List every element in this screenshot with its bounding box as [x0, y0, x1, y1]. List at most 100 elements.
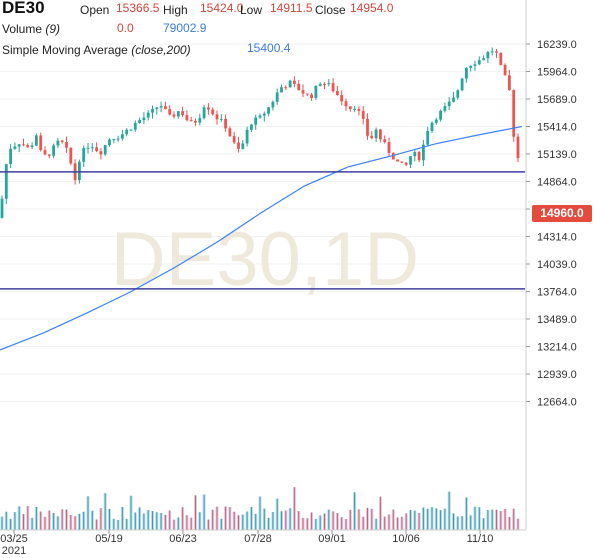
- sma-line: [0, 125, 523, 351]
- candle-body: [172, 114, 176, 117]
- candle-body: [434, 119, 438, 123]
- volume-tick: [444, 508, 446, 530]
- candle-body: [477, 60, 481, 65]
- volume-tick: [169, 510, 171, 530]
- time-axis[interactable]: 03/25 05/19 06/23 07/28 09/01 10/06 11/10 2021: [0, 530, 493, 557]
- open-label: Open: [80, 3, 110, 17]
- candle-body: [452, 97, 455, 102]
- volume-tick: [324, 513, 325, 530]
- candle-body: [323, 84, 326, 86]
- candle-body: [495, 51, 498, 53]
- candle-body: [116, 138, 120, 140]
- candle-body: [215, 114, 219, 120]
- volume-tick: [263, 508, 265, 530]
- volume-tick: [220, 518, 222, 530]
- candle-body: [185, 115, 189, 121]
- x-tick-label: 10/06: [392, 533, 420, 545]
- volume-tick: [173, 519, 175, 530]
- volume-tick: [474, 506, 476, 530]
- candle-body: [275, 92, 279, 102]
- candle-body: [30, 145, 34, 148]
- candle-body: [241, 143, 245, 149]
- volume-tick: [491, 509, 493, 530]
- close-label: Close: [315, 3, 346, 17]
- high-value: 15424.0: [200, 1, 244, 15]
- candle-body: [387, 142, 391, 153]
- volume-tick: [250, 507, 252, 530]
- open-value: 15366.5: [116, 1, 160, 15]
- candle-body: [69, 147, 73, 164]
- candle-body: [103, 145, 107, 155]
- last-price-tag: 14960.0: [532, 205, 592, 222]
- volume-value-1: 0.0: [117, 21, 134, 35]
- low-label: Low: [240, 3, 263, 17]
- volume-tick: [397, 517, 399, 530]
- candle-body: [181, 111, 184, 116]
- volume-tick: [367, 507, 368, 530]
- volume-tick: [392, 509, 394, 530]
- volume-tick: [164, 514, 166, 530]
- candle-body: [516, 136, 520, 159]
- candle-body: [456, 90, 460, 98]
- price-axis[interactable]: 16239.0 15964.0 15689.0 15414.0 15139.0 14864…: [526, 39, 577, 409]
- candle-body: [413, 151, 417, 157]
- candle-body: [194, 120, 197, 123]
- volume-tick: [405, 513, 407, 530]
- candle-body: [176, 111, 180, 117]
- volume-tick: [306, 518, 308, 530]
- candle-body: [344, 101, 348, 107]
- candle-body: [301, 90, 305, 94]
- volume-tick: [478, 507, 480, 530]
- volume-tick: [160, 512, 162, 530]
- candle-body: [280, 87, 283, 93]
- candle-body: [189, 120, 193, 122]
- candle-body: [370, 135, 374, 139]
- volume-tick: [143, 513, 145, 530]
- candle-body: [26, 145, 30, 148]
- volume-tick: [27, 506, 29, 530]
- watermark: DE30,1D: [111, 217, 419, 302]
- candle-body: [4, 164, 8, 199]
- volume-tick: [371, 508, 373, 530]
- volume-tick: [302, 517, 304, 530]
- volume-tick: [104, 493, 106, 530]
- volume-tick: [418, 512, 420, 530]
- candle-body: [125, 129, 129, 135]
- candle-body: [297, 83, 301, 91]
- volume-tick: [5, 511, 7, 530]
- volume-label-text: Volume: [2, 22, 43, 36]
- candle-body: [86, 147, 90, 149]
- candle-body: [361, 110, 365, 119]
- candle-body: [22, 144, 25, 146]
- sma-param: (close,200): [131, 43, 191, 57]
- candle-body: [430, 122, 434, 131]
- volume-tick: [199, 512, 201, 530]
- volume-tick: [384, 516, 386, 530]
- volume-tick: [362, 516, 364, 530]
- candle-body: [465, 67, 468, 79]
- y-tick-label: 15964.0: [537, 67, 577, 79]
- volume-tick: [18, 506, 20, 530]
- volume-tick: [349, 509, 351, 530]
- candle-body: [473, 64, 477, 66]
- volume-tick: [276, 498, 278, 530]
- volume-tick: [453, 513, 454, 530]
- volume-tick: [427, 508, 429, 530]
- candle-body: [168, 109, 172, 115]
- candle-body: [490, 51, 494, 53]
- volume-tick: [388, 514, 390, 530]
- volume-tick: [207, 519, 209, 530]
- volume-tick: [78, 513, 80, 530]
- volume-tick: [470, 515, 472, 530]
- volume-tick: [130, 495, 132, 530]
- grid-lines: [0, 43, 526, 402]
- volume-tick: [139, 507, 141, 530]
- volume-tick: [435, 508, 437, 530]
- volume-tick: [212, 509, 214, 530]
- sma-label: Simple Moving Average (close,200): [2, 43, 191, 57]
- volume-value-2: 79002.9: [163, 21, 207, 35]
- x-tick-label: 09/01: [318, 533, 346, 545]
- volume-tick: [238, 515, 239, 530]
- candle-body: [417, 151, 421, 161]
